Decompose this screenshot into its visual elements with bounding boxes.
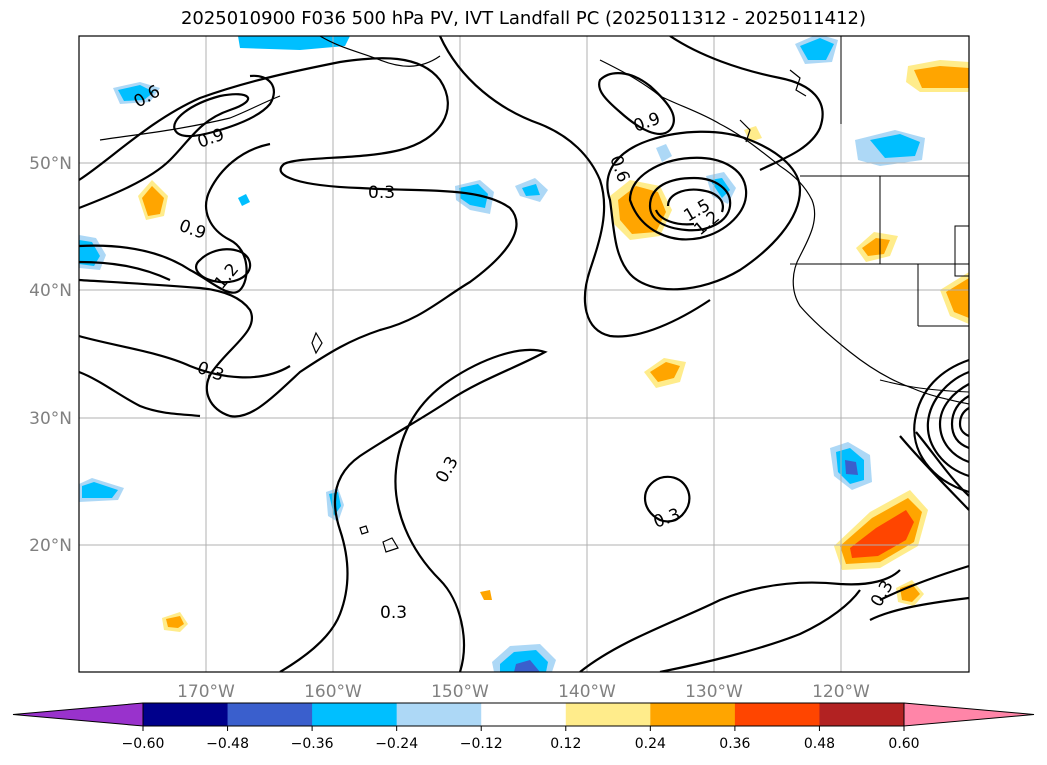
positive-anomaly-patch <box>166 616 184 628</box>
colorbar-tick-label: −0.36 <box>291 736 334 752</box>
negative-anomaly-patch <box>656 144 672 162</box>
lon-tick-label: 170°W <box>177 682 235 702</box>
colorbar-extend-high <box>903 702 1035 727</box>
lat-tick-label: 50°N <box>29 154 72 174</box>
colorbar-outline <box>142 702 905 727</box>
positive-anomaly-patch <box>862 238 890 256</box>
lon-tick-label: 120°W <box>812 682 870 702</box>
colorbar-tick-label: −0.24 <box>375 736 418 752</box>
negative-anomaly-patch <box>845 460 858 475</box>
lon-tick-label: 130°W <box>685 682 743 702</box>
colorbar-segment <box>227 703 313 726</box>
colorbar-tick-label: −0.60 <box>122 736 165 752</box>
positive-anomaly-patch <box>142 186 164 216</box>
longitude-ticks: 170°W 160°W 150°W 140°W 130°W 120°W <box>177 682 870 702</box>
colorbar-segment <box>819 703 905 726</box>
colorbar: −0.60 −0.48 −0.36 −0.24 −0.12 0.12 0.24 0.36 0.4… <box>12 702 1035 752</box>
negative-anomaly-patch <box>514 660 540 672</box>
lon-tick-label: 150°W <box>431 682 489 702</box>
colorbar-tick-label: 0.48 <box>804 736 835 752</box>
islands <box>311 331 399 553</box>
colorbar-segment <box>396 703 482 726</box>
map-title: 2025010900 F036 500 hPa PV, IVT Landfall… <box>180 8 867 29</box>
negative-anomaly-patch <box>238 194 250 206</box>
lat-tick-label: 40°N <box>29 281 72 301</box>
lon-tick-label: 160°W <box>304 682 362 702</box>
negative-anomaly-patch <box>870 134 920 158</box>
latitude-ticks: 20°N 30°N 40°N 50°N <box>29 154 72 556</box>
colorbar-tick-label: 0.60 <box>888 736 919 752</box>
gridlines <box>79 36 969 672</box>
contour-label: 0.3 <box>380 603 407 623</box>
colorbar-extend-low <box>12 702 144 727</box>
colorbar-segment <box>143 703 229 726</box>
colorbar-segment <box>312 703 398 726</box>
negative-anomaly-patch <box>238 36 350 50</box>
negative-anomaly-patch <box>522 184 540 196</box>
colorbar-tick-label: 0.12 <box>550 736 581 752</box>
positive-anomaly-patch <box>480 590 492 600</box>
positive-anomaly-patch <box>850 510 914 558</box>
coastlines <box>99 36 969 405</box>
negative-anomaly-patch <box>800 38 834 60</box>
colorbar-tick-label: −0.12 <box>460 736 503 752</box>
lat-tick-label: 20°N <box>29 536 72 556</box>
negative-anomaly-patch <box>459 184 488 208</box>
colorbar-tick-label: 0.24 <box>635 736 666 752</box>
contour-label: 0.3 <box>368 183 395 203</box>
negative-anomaly-patch <box>118 85 154 101</box>
colorbar-tick-label: 0.36 <box>719 736 750 752</box>
positive-anomaly-patch <box>914 66 969 88</box>
negative-anomaly-patch <box>500 650 548 672</box>
colorbar-segment <box>650 703 736 726</box>
shaded-fields <box>79 36 969 672</box>
colorbar-segment <box>734 703 820 726</box>
colorbar-tick-label: −0.48 <box>206 736 249 752</box>
negative-anomaly-patch <box>82 482 118 498</box>
political-borders <box>790 36 969 393</box>
positive-anomaly-patch <box>946 278 969 318</box>
lat-tick-label: 30°N <box>29 409 72 429</box>
positive-anomaly-patch <box>650 362 680 382</box>
colorbar-segment <box>565 703 651 726</box>
lon-tick-label: 140°W <box>558 682 616 702</box>
positive-anomaly-patch <box>744 126 762 142</box>
colorbar-segment <box>481 703 567 726</box>
contours <box>79 36 969 672</box>
map-frame <box>78 35 970 673</box>
